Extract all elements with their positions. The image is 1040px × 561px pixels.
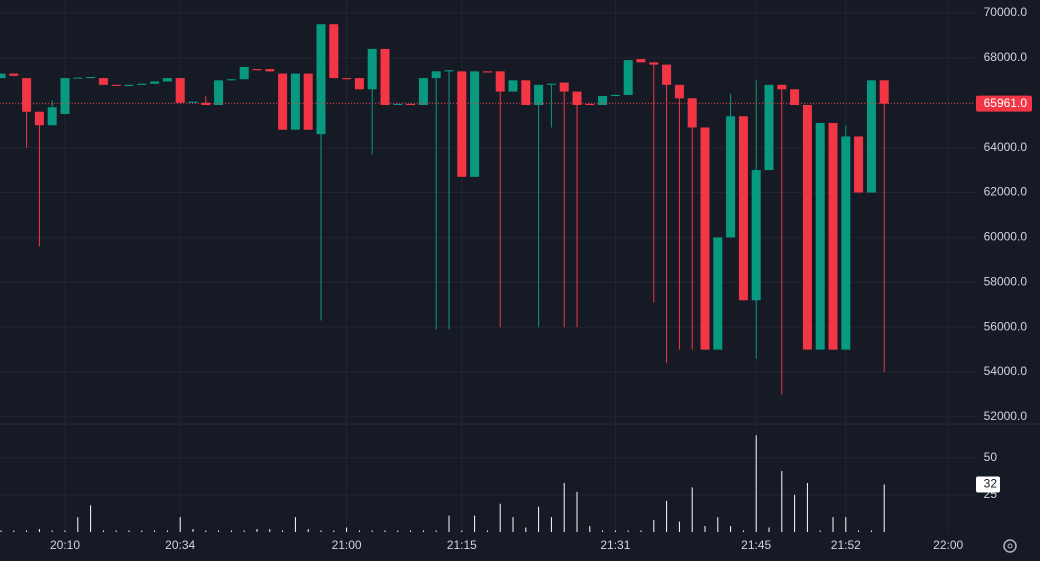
candle-body <box>598 96 608 106</box>
candle-body <box>879 80 889 104</box>
candle-body <box>649 62 659 65</box>
y-tick-label: 56000.0 <box>984 319 1028 333</box>
candle-body <box>866 80 876 193</box>
volume-tick-label: 50 <box>984 450 998 464</box>
candle-body <box>751 170 761 301</box>
last-volume-tag <box>976 476 1000 493</box>
candle-body <box>73 77 83 79</box>
candle-body <box>111 84 121 86</box>
candle-body <box>406 103 416 106</box>
y-tick-label: 52000.0 <box>984 409 1028 423</box>
settings-icon[interactable] <box>1003 539 1017 553</box>
candle-body <box>124 84 134 86</box>
candle-body <box>367 48 377 90</box>
candle-body <box>431 71 441 79</box>
candle-body <box>674 84 684 99</box>
candle-body <box>623 60 633 95</box>
candle-body <box>290 73 300 130</box>
candle-body <box>662 64 672 85</box>
candle-body <box>239 66 249 80</box>
candle-body <box>22 78 32 112</box>
candle-body <box>815 122 825 350</box>
y-tick-label: 70000.0 <box>984 5 1028 19</box>
candle-body <box>60 78 70 114</box>
candle-body <box>546 83 556 85</box>
candle-body <box>342 78 352 80</box>
last-volume-label: 32 <box>984 477 998 491</box>
last-price-label: 65961.0 <box>984 96 1028 110</box>
candle-body <box>521 80 531 106</box>
candle-body <box>150 81 160 84</box>
candle-body <box>508 80 518 92</box>
candle-body <box>393 103 403 106</box>
candle-body <box>86 76 96 79</box>
candle-body <box>559 82 569 92</box>
candle-body <box>98 78 108 85</box>
candle-body <box>495 71 505 92</box>
x-tick-label: 20:10 <box>50 538 80 552</box>
candle-body <box>802 105 812 350</box>
candle-body <box>534 84 544 106</box>
candle-body <box>0 73 6 79</box>
candle-body <box>252 69 262 71</box>
candle-body <box>329 24 339 79</box>
candle-body <box>687 98 697 128</box>
y-tick-label: 62000.0 <box>984 185 1028 199</box>
candle-body <box>713 237 723 350</box>
candle-body <box>841 136 851 350</box>
x-tick-label: 21:45 <box>741 538 771 552</box>
candle-body <box>777 84 787 90</box>
candle-body <box>278 73 288 130</box>
last-price-tag <box>976 95 1032 112</box>
candle-body <box>316 24 326 135</box>
candle-body <box>585 103 595 106</box>
candle-body <box>636 59 646 63</box>
candle-body <box>457 71 467 177</box>
candle-body <box>828 122 838 350</box>
candle-body <box>34 111 44 126</box>
candle-body <box>700 127 710 350</box>
candle-body <box>354 78 364 90</box>
candle-body <box>47 107 57 126</box>
x-tick-label: 21:52 <box>831 538 861 552</box>
candle-body <box>418 78 428 106</box>
candle-body <box>265 69 275 72</box>
candle-body <box>764 84 774 171</box>
x-tick-label: 21:31 <box>600 538 630 552</box>
candle-body <box>572 91 582 106</box>
candle-body <box>201 102 211 106</box>
candle-body <box>137 83 147 85</box>
candle-body <box>226 79 236 81</box>
candle-body <box>470 71 480 177</box>
candle-body <box>790 89 800 106</box>
y-tick-label: 58000.0 <box>984 274 1028 288</box>
candle-body <box>726 116 736 238</box>
candle-body <box>738 116 748 301</box>
candle-body <box>188 101 198 103</box>
y-tick-label: 64000.0 <box>984 140 1028 154</box>
candle-body <box>444 70 454 72</box>
candle-body <box>380 48 390 106</box>
candle-body <box>854 136 864 193</box>
x-tick-label: 22:00 <box>933 538 963 552</box>
x-tick-label: 20:34 <box>165 538 195 552</box>
candle-body <box>162 78 172 82</box>
x-tick-label: 21:00 <box>332 538 362 552</box>
candle-body <box>303 73 313 130</box>
candle-body <box>9 73 19 76</box>
x-tick-label: 21:15 <box>447 538 477 552</box>
y-tick-label: 68000.0 <box>984 50 1028 64</box>
y-tick-label: 54000.0 <box>984 364 1028 378</box>
candle-body <box>610 94 620 97</box>
candle-body <box>214 80 224 106</box>
y-tick-label: 60000.0 <box>984 230 1028 244</box>
candle-body <box>482 71 492 73</box>
candle-body <box>175 78 185 103</box>
